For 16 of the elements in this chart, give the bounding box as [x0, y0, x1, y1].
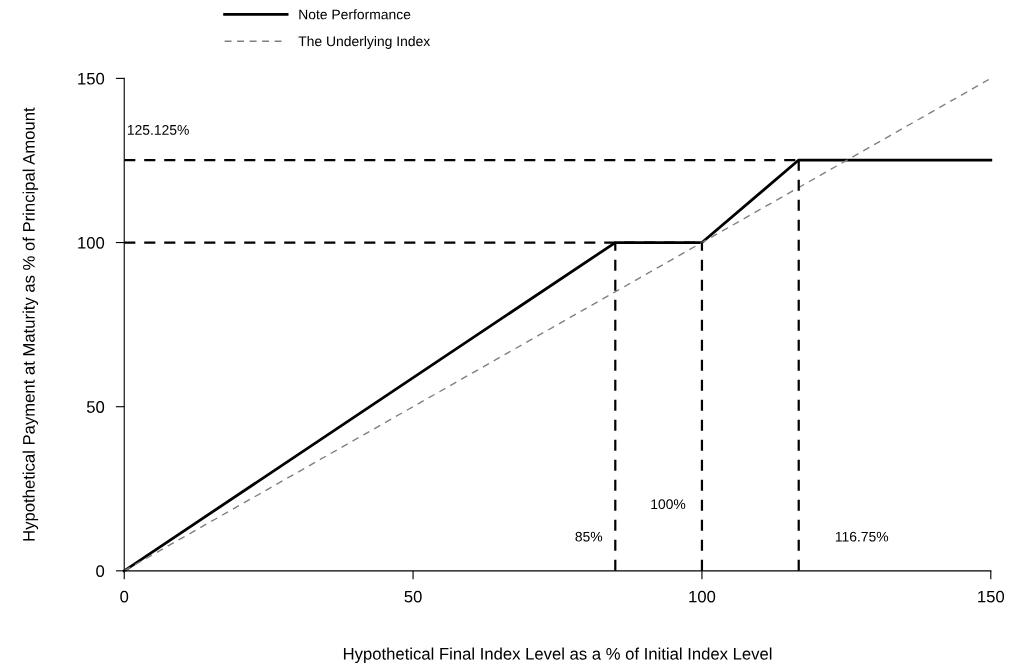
y-tick-label: 150 [78, 72, 105, 85]
legend-label: Note Performance [299, 9, 411, 20]
annotation: 116.75% [835, 531, 889, 542]
x-tick-label: 150 [978, 590, 1005, 603]
y-axis-title: Hypothetical Payment at Maturity as % of Principal Amount [22, 107, 39, 541]
x-tick-label: 100 [689, 590, 716, 603]
x-tick-label: 0 [120, 590, 129, 603]
annotation: 125.125% [127, 124, 189, 135]
y-tick-label: 50 [86, 401, 105, 413]
annotation: 85% [575, 531, 603, 542]
y-tick-label: 0 [96, 565, 105, 578]
x-tick-label: 50 [404, 590, 422, 603]
y-tick-label: 100 [78, 236, 105, 249]
legend-label: The Underlying Index [298, 35, 431, 49]
x-axis-title: Hypothetical Final Index Level as a % of Initial Index Level [343, 647, 772, 664]
annotation: 100% [651, 499, 686, 510]
